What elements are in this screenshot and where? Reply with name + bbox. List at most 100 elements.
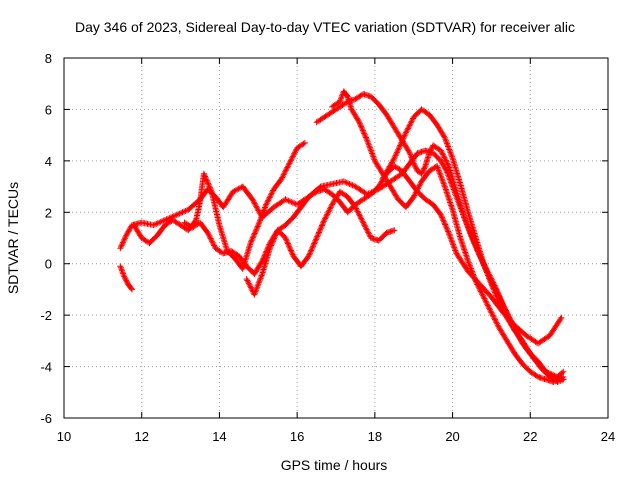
data-point xyxy=(492,291,499,297)
data-point xyxy=(247,283,254,290)
data-point xyxy=(288,156,295,163)
data-point xyxy=(405,124,412,130)
data-point xyxy=(363,135,370,142)
data-point xyxy=(262,203,269,209)
data-point xyxy=(308,246,315,253)
data-point xyxy=(442,221,449,228)
data-point xyxy=(481,295,488,302)
data-point xyxy=(206,184,213,191)
data-point xyxy=(315,230,322,237)
data-point xyxy=(208,236,215,243)
data-point xyxy=(160,217,167,224)
data-point xyxy=(362,133,369,140)
data-point xyxy=(494,295,501,302)
data-point xyxy=(173,211,180,218)
data-point xyxy=(490,285,497,292)
data-point xyxy=(501,310,508,317)
data-point xyxy=(208,187,215,194)
data-point xyxy=(406,122,413,129)
data-point xyxy=(443,225,450,232)
data-point xyxy=(325,208,332,215)
data-point xyxy=(252,229,259,236)
data-point xyxy=(443,158,450,165)
data-point xyxy=(549,373,556,379)
data-point xyxy=(493,292,500,299)
data-point xyxy=(311,239,318,246)
data-point xyxy=(205,181,212,188)
data-point xyxy=(268,242,275,249)
data-point xyxy=(395,145,402,152)
data-point xyxy=(248,237,255,244)
data-point xyxy=(490,286,497,293)
data-point xyxy=(283,237,290,244)
data-point xyxy=(247,240,254,247)
data-point xyxy=(447,150,454,157)
data-point xyxy=(207,235,214,242)
data-point xyxy=(495,297,502,304)
data-point xyxy=(418,170,425,177)
data-point xyxy=(287,246,294,253)
data-point xyxy=(366,232,373,239)
data-point xyxy=(125,228,132,235)
data-point xyxy=(300,140,307,147)
data-point xyxy=(412,189,419,196)
data-point xyxy=(357,214,364,220)
data-point xyxy=(263,201,270,208)
data-point xyxy=(415,184,422,190)
data-point xyxy=(324,211,331,218)
data-point xyxy=(282,168,289,175)
data-point xyxy=(404,126,411,133)
data-point xyxy=(266,245,273,252)
data-point xyxy=(439,214,446,221)
data-marks xyxy=(117,88,567,385)
data-point xyxy=(119,241,126,247)
data-point xyxy=(360,219,367,226)
data-point xyxy=(364,138,371,145)
data-point xyxy=(269,238,276,245)
data-point xyxy=(324,210,331,216)
data-point xyxy=(356,211,362,218)
data-point xyxy=(259,258,266,265)
data-point xyxy=(533,373,540,379)
data-point xyxy=(410,193,417,200)
data-point xyxy=(309,244,316,251)
data-point xyxy=(417,181,424,188)
data-point xyxy=(117,245,124,252)
data-point xyxy=(439,216,446,222)
x-tick-label: 12 xyxy=(134,429,148,444)
data-point xyxy=(249,236,256,242)
data-point xyxy=(462,217,469,224)
data-point xyxy=(438,149,445,155)
data-point xyxy=(486,305,493,312)
data-point xyxy=(248,238,255,245)
data-point xyxy=(203,177,210,184)
data-point xyxy=(400,135,407,142)
data-point xyxy=(437,211,444,218)
data-point xyxy=(316,229,322,236)
data-point xyxy=(427,147,434,154)
data-point xyxy=(206,234,213,241)
data-point xyxy=(391,227,398,234)
data-point xyxy=(483,299,490,306)
data-point xyxy=(439,150,446,157)
y-axis-label: SDTVAR / TECUs xyxy=(5,182,21,294)
data-point xyxy=(497,302,504,309)
data-point xyxy=(289,153,296,160)
data-point xyxy=(477,288,484,295)
data-point xyxy=(442,156,449,162)
data-point xyxy=(494,320,501,327)
data-point xyxy=(265,197,272,204)
data-point xyxy=(405,125,412,132)
data-point xyxy=(320,218,327,225)
data-point xyxy=(480,294,487,301)
data-point xyxy=(438,213,445,220)
data-point xyxy=(399,136,406,143)
data-point xyxy=(279,174,286,181)
data-point xyxy=(326,207,333,214)
series-track-8 xyxy=(117,263,135,293)
data-point xyxy=(485,272,492,279)
data-point xyxy=(272,232,279,239)
data-point xyxy=(406,148,413,155)
data-point xyxy=(284,239,291,246)
y-tick-label: 6 xyxy=(45,102,52,117)
